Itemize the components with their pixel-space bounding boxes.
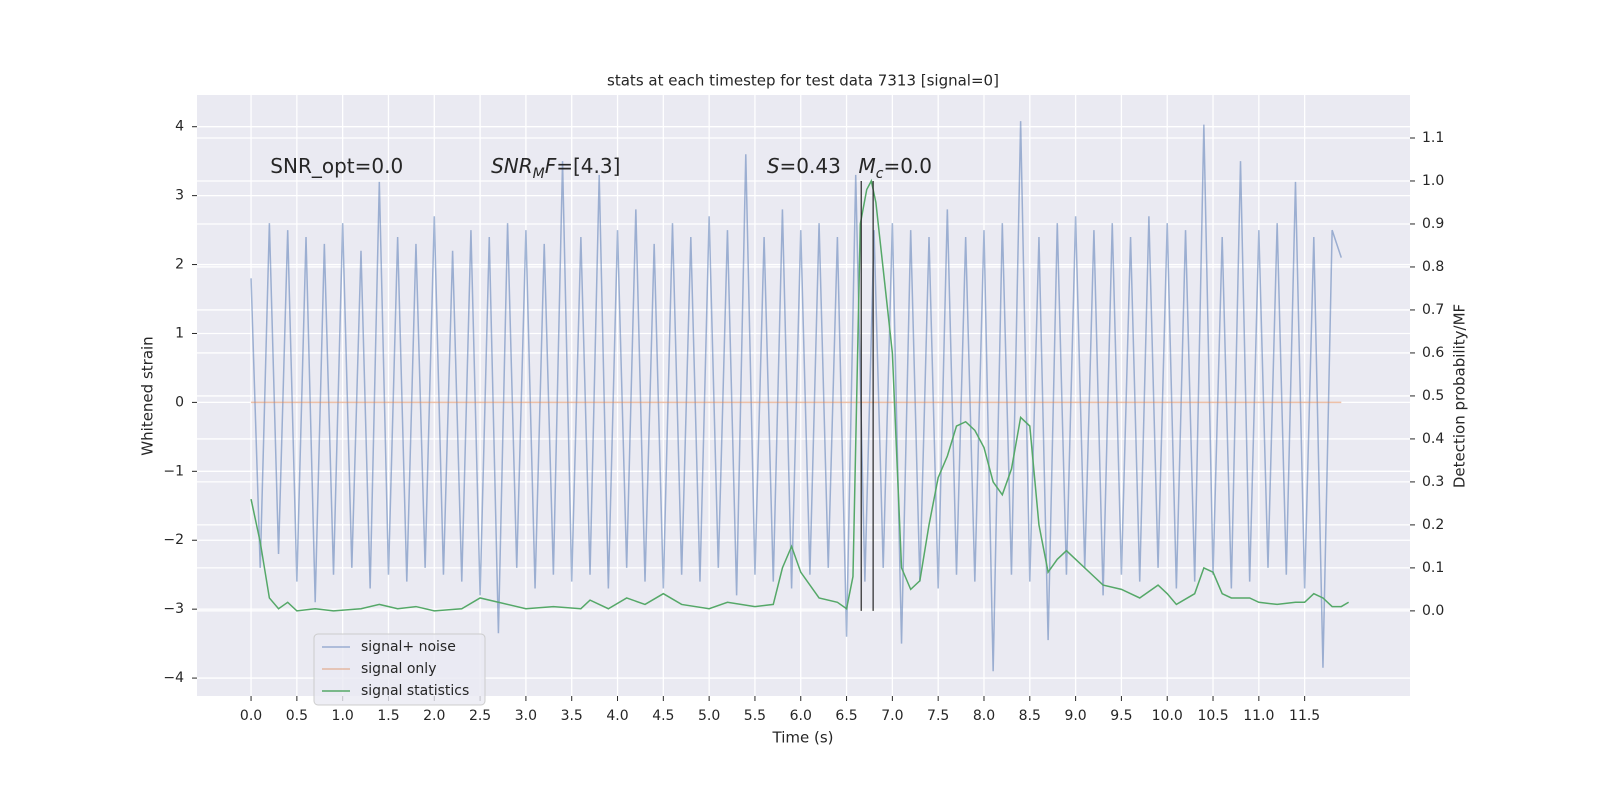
annotation: SNR_opt=0.0 [270, 154, 403, 178]
x-tick-label: 8.0 [973, 708, 995, 724]
annotation-part: M [533, 166, 545, 182]
x-tick-label: 7.5 [927, 708, 949, 724]
x-tick-label: 3.5 [561, 708, 583, 724]
x-tick-label: 0.5 [286, 708, 308, 724]
x-tick-label: 8.5 [1019, 708, 1041, 724]
legend-box [313, 633, 486, 706]
annotation-part: F [545, 154, 557, 178]
x-tick-label: 1.5 [377, 708, 399, 724]
x-tick-label: 9.0 [1064, 708, 1086, 724]
y2-tick-label: 0.6 [1422, 345, 1444, 361]
x-tick-label: 4.0 [606, 708, 628, 724]
x-axis-label: Time (s) [772, 729, 834, 747]
y-axis-label: Whitened strain [139, 336, 157, 455]
y-tick-label: −2 [163, 532, 184, 548]
y2-tick-label: 0.7 [1422, 302, 1444, 318]
annotation-part: M [858, 154, 875, 178]
annotation: Mc=0.0 [858, 154, 932, 182]
y-tick-label: −3 [163, 601, 184, 617]
x-tick-label: 2.5 [469, 708, 491, 724]
legend-label: signal statistics [361, 683, 469, 699]
y-tick-label: 0 [175, 394, 184, 410]
chart-title: stats at each timestep for test data 731… [607, 72, 999, 90]
x-tick-label: 7.0 [881, 708, 903, 724]
series-line [250, 178, 1349, 612]
x-tick-label: 0.0 [240, 708, 262, 724]
annotation-part: =0.0 [883, 154, 932, 178]
x-tick-label: 9.5 [1110, 708, 1132, 724]
annotation-part: c [876, 166, 884, 182]
x-tick-label: 10.0 [1152, 708, 1183, 724]
y-tick-label: 1 [175, 325, 184, 341]
x-tick-label: 1.0 [332, 708, 354, 724]
x-tick-label: 2.0 [423, 708, 445, 724]
y2-tick-label: 0.9 [1422, 216, 1444, 232]
y2-tick-label: 0.4 [1422, 431, 1444, 447]
grid [197, 95, 1410, 696]
y2-tick-label: 0.5 [1422, 388, 1444, 404]
y2-axis-label: Detection probability/MF [1451, 304, 1469, 488]
annotation-part: SNR_opt=0.0 [270, 154, 403, 178]
annotation: S=0.43 [767, 154, 841, 178]
series-line [250, 121, 1343, 672]
x-tick-label: 11.0 [1243, 708, 1274, 724]
y-tick-label: 2 [175, 257, 184, 273]
x-tick-label: 5.0 [698, 708, 720, 724]
x-tick-label: 6.5 [835, 708, 857, 724]
x-tick-label: 5.5 [744, 708, 766, 724]
y-tick-label: 4 [175, 119, 184, 135]
x-tick-label: 4.5 [652, 708, 674, 724]
y2-tick-label: 1.1 [1422, 130, 1444, 146]
x-tick-label: 3.0 [515, 708, 537, 724]
x-tick-label: 11.5 [1289, 708, 1320, 724]
y-tick-label: −1 [163, 463, 184, 479]
legend-label: signal only [361, 661, 436, 677]
annotation-part: =[4.3] [556, 154, 620, 178]
y-tick-label: −4 [163, 670, 184, 686]
y2-tick-label: 0.3 [1422, 474, 1444, 490]
legend-label: signal+ noise [361, 639, 456, 655]
y-tick-label: 3 [175, 188, 184, 204]
annotation-part: S [767, 154, 780, 178]
y2-tick-label: 1.0 [1422, 173, 1444, 189]
annotation: SNRMF=[4.3] [491, 154, 620, 182]
x-tick-label: 6.0 [790, 708, 812, 724]
x-tick-label: 10.5 [1197, 708, 1228, 724]
annotation-part: =0.43 [780, 154, 841, 178]
y2-tick-label: 0.2 [1422, 517, 1444, 533]
y2-tick-label: 0.1 [1422, 560, 1444, 576]
y2-tick-label: 0.0 [1422, 603, 1444, 619]
y2-tick-label: 0.8 [1422, 259, 1444, 275]
annotation-part: SNR [491, 154, 533, 178]
